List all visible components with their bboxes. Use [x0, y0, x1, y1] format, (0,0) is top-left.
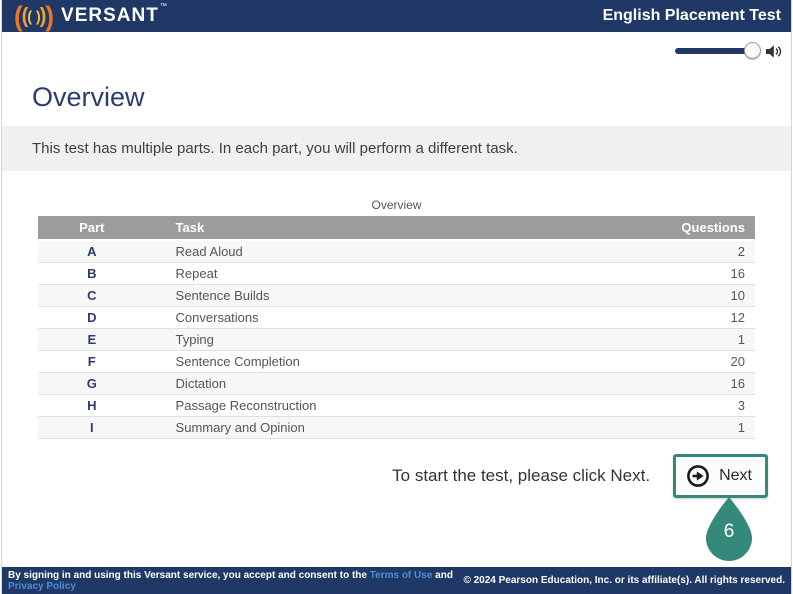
task-cell: Conversations: [145, 306, 648, 329]
questions-cell: 16: [647, 372, 755, 395]
step-badge: 6: [706, 497, 752, 561]
volume-controls: [2, 42, 782, 60]
part-cell: G: [38, 372, 146, 395]
step-badge-number: 6: [723, 521, 735, 542]
app-footer: By signing in and using this Versant ser…: [2, 567, 791, 594]
questions-cell: 12: [647, 306, 755, 329]
task-cell: Sentence Completion: [145, 350, 648, 373]
next-button-label: Next: [719, 467, 752, 484]
logo-wordmark: VERSANT™: [61, 3, 168, 26]
questions-cell: 3: [647, 394, 755, 417]
teardrop-icon: [706, 497, 752, 561]
task-cell: Summary and Opinion: [145, 416, 648, 439]
questions-cell: 20: [647, 350, 755, 373]
task-cell: Passage Reconstruction: [145, 394, 648, 417]
table-header-row: Part Task Questions: [38, 216, 755, 241]
part-cell: A: [38, 240, 146, 263]
table-row: B Repeat 16: [38, 262, 755, 285]
questions-cell: 10: [647, 284, 755, 307]
table-row: G Dictation 16: [38, 372, 755, 395]
table-row: H Passage Reconstruction 3: [38, 394, 755, 417]
task-cell: Sentence Builds: [145, 284, 648, 307]
cta-row: To start the test, please click Next. Ne…: [2, 454, 791, 498]
consent-text: By signing in and using this Versant ser…: [8, 570, 463, 592]
part-cell: I: [38, 416, 146, 439]
column-header-questions: Questions: [647, 216, 755, 241]
part-cell: H: [38, 394, 146, 417]
column-header-part: Part: [38, 216, 146, 241]
part-cell: F: [38, 350, 146, 373]
task-cell: Repeat: [145, 262, 648, 285]
speaker-icon[interactable]: [766, 44, 782, 58]
part-cell: D: [38, 306, 146, 329]
app-header: ( ( ( ) ) ) VERSANT™ English Placement T…: [2, 0, 791, 32]
column-header-task: Task: [145, 216, 648, 241]
task-cell: Dictation: [145, 372, 648, 395]
instruction-bar: This test has multiple parts. In each pa…: [2, 126, 791, 171]
questions-cell: 2: [647, 240, 755, 263]
part-cell: E: [38, 328, 146, 351]
privacy-policy-link[interactable]: Privacy Policy: [8, 580, 76, 592]
app-title: English Placement Test: [602, 7, 781, 24]
instruction-text: This test has multiple parts. In each pa…: [32, 140, 518, 157]
table-row: A Read Aloud 2: [38, 240, 755, 263]
table-row: F Sentence Completion 20: [38, 350, 755, 373]
overview-table: Part Task Questions A Read Aloud 2 B Rep…: [38, 216, 755, 439]
cta-text: To start the test, please click Next.: [392, 466, 651, 485]
consent-conjunction: and: [435, 569, 453, 581]
task-cell: Read Aloud: [145, 240, 648, 263]
arrow-right-circle-icon: [687, 465, 709, 487]
questions-cell: 16: [647, 262, 755, 285]
part-cell: C: [38, 284, 146, 307]
copyright-text: © 2024 Pearson Education, Inc. or its af…: [463, 575, 785, 586]
table-caption: Overview: [371, 198, 422, 212]
overview-table-section: Overview Part Task Questions A Read Alou…: [38, 198, 755, 439]
table-row: D Conversations 12: [38, 306, 755, 329]
volume-slider[interactable]: [675, 42, 761, 59]
page-title: Overview: [32, 82, 145, 112]
terms-of-use-link[interactable]: Terms of Use: [369, 569, 433, 581]
part-cell: B: [38, 262, 146, 285]
questions-cell: 1: [647, 416, 755, 439]
next-button[interactable]: Next: [673, 454, 768, 498]
volume-slider-thumb[interactable]: [744, 42, 761, 59]
task-cell: Typing: [145, 328, 648, 351]
questions-cell: 1: [647, 328, 755, 351]
table-row: E Typing 1: [38, 328, 755, 351]
table-row: I Summary and Opinion 1: [38, 416, 755, 439]
consent-prefix: By signing in and using this Versant ser…: [8, 569, 367, 581]
trademark-symbol: ™: [159, 3, 168, 10]
versant-logo: ( ( ( ) ) ) VERSANT™: [14, 0, 168, 32]
table-row: C Sentence Builds 10: [38, 284, 755, 307]
sound-waves-icon: ( ( ( ) ) ): [14, 0, 55, 32]
